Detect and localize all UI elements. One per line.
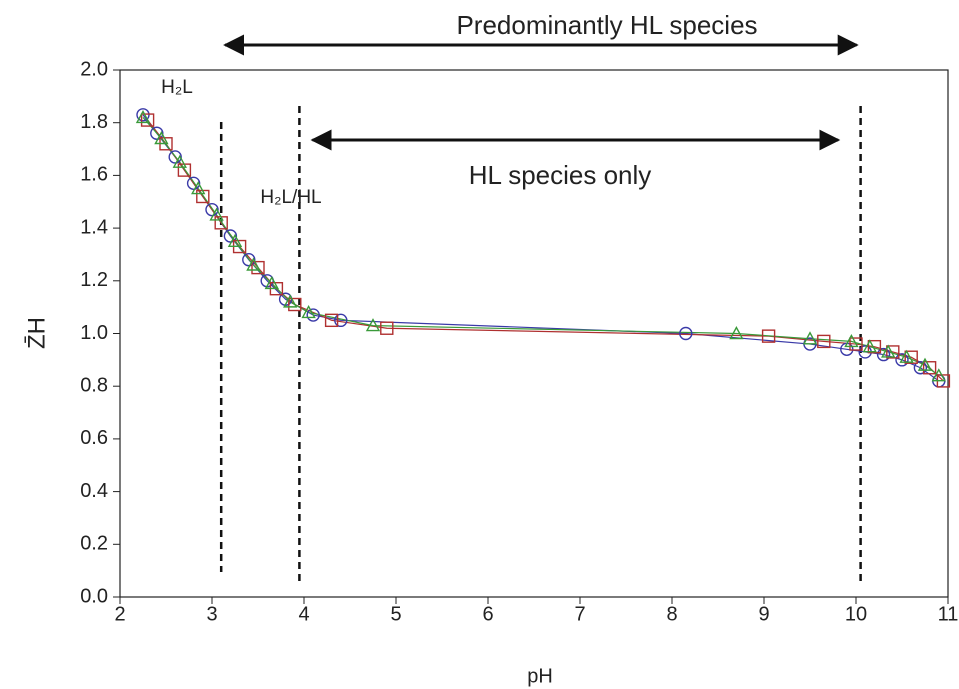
x-tick-label: 5 bbox=[390, 603, 401, 625]
y-tick-label: 1.2 bbox=[80, 269, 108, 291]
point bbox=[380, 321, 394, 335]
y-tick-label: 1.4 bbox=[80, 216, 108, 238]
plot-frame bbox=[119, 69, 949, 598]
x-tick-label: 7 bbox=[574, 603, 585, 625]
point bbox=[136, 108, 150, 122]
y-tick-label: 0.0 bbox=[80, 585, 108, 607]
point bbox=[904, 350, 918, 364]
point bbox=[154, 131, 169, 145]
y-tick-label: 1.0 bbox=[80, 322, 108, 344]
x-tick-label: 3 bbox=[206, 603, 217, 625]
x-tick-label: 4 bbox=[298, 603, 309, 625]
point bbox=[227, 233, 243, 247]
y-tick-label: 1.8 bbox=[80, 111, 108, 133]
x-tick-label: 9 bbox=[758, 603, 769, 625]
point bbox=[917, 357, 933, 371]
point bbox=[844, 333, 859, 348]
y-tick-label: 1.6 bbox=[80, 164, 108, 186]
point bbox=[931, 368, 946, 382]
point bbox=[334, 313, 348, 328]
point bbox=[283, 294, 298, 308]
point bbox=[802, 331, 818, 345]
y-tick-label: 2.0 bbox=[80, 58, 108, 80]
point bbox=[849, 337, 863, 351]
x-tick-label: 10 bbox=[845, 603, 867, 625]
y-tick-label: 0.8 bbox=[80, 374, 108, 396]
point bbox=[306, 308, 320, 322]
point bbox=[135, 109, 151, 124]
series-line bbox=[142, 117, 940, 377]
point bbox=[172, 154, 187, 168]
point bbox=[301, 304, 316, 319]
x-axis-label: pH bbox=[527, 665, 553, 687]
y-tick-label: 0.4 bbox=[80, 480, 108, 502]
point bbox=[205, 202, 219, 217]
point bbox=[365, 318, 381, 332]
point bbox=[140, 113, 155, 127]
point bbox=[186, 176, 201, 191]
x-tick-label: 11 bbox=[938, 603, 959, 625]
point bbox=[150, 126, 164, 140]
point bbox=[679, 326, 693, 341]
region-label: H₂L bbox=[161, 77, 193, 98]
y-axis-label: Z̄H bbox=[23, 317, 50, 349]
x-tick-label: 2 bbox=[114, 603, 125, 625]
series-line bbox=[147, 119, 944, 382]
point bbox=[761, 329, 776, 343]
range-label: HL species only bbox=[469, 160, 652, 190]
point bbox=[242, 253, 256, 267]
point bbox=[922, 361, 937, 375]
point bbox=[191, 181, 206, 195]
point bbox=[886, 345, 900, 359]
point bbox=[913, 361, 928, 375]
point bbox=[899, 349, 914, 363]
point bbox=[817, 334, 831, 349]
point bbox=[288, 297, 302, 312]
point bbox=[895, 353, 909, 367]
point bbox=[867, 339, 882, 354]
point bbox=[881, 344, 896, 358]
y-tick-label: 0.2 bbox=[80, 533, 108, 555]
y-tick-label: 0.6 bbox=[80, 427, 108, 449]
point bbox=[209, 207, 224, 221]
x-tick-label: 8 bbox=[666, 603, 677, 625]
point bbox=[729, 326, 744, 340]
region-label: H₂L/HL bbox=[260, 187, 321, 208]
x-tick-label: 6 bbox=[482, 603, 493, 625]
point bbox=[168, 150, 182, 164]
point bbox=[264, 275, 279, 290]
point bbox=[251, 260, 265, 275]
point bbox=[223, 229, 238, 243]
point bbox=[862, 339, 877, 353]
range-label: Predominantly HL species bbox=[456, 10, 757, 40]
point bbox=[876, 347, 891, 362]
point bbox=[246, 257, 261, 271]
point bbox=[324, 313, 339, 328]
